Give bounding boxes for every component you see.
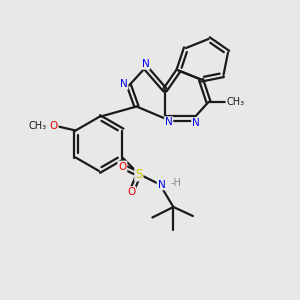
Text: N: N [192,118,200,128]
Text: S: S [135,167,142,181]
Text: N: N [142,59,149,69]
Text: O: O [127,187,136,197]
Text: O: O [118,161,127,172]
Text: O: O [50,121,58,131]
Text: CH₃: CH₃ [226,97,244,107]
Text: N: N [165,117,172,127]
Text: N: N [120,79,128,89]
Text: N: N [158,179,165,190]
Text: CH₃: CH₃ [28,121,46,131]
Text: -H: -H [170,178,181,188]
